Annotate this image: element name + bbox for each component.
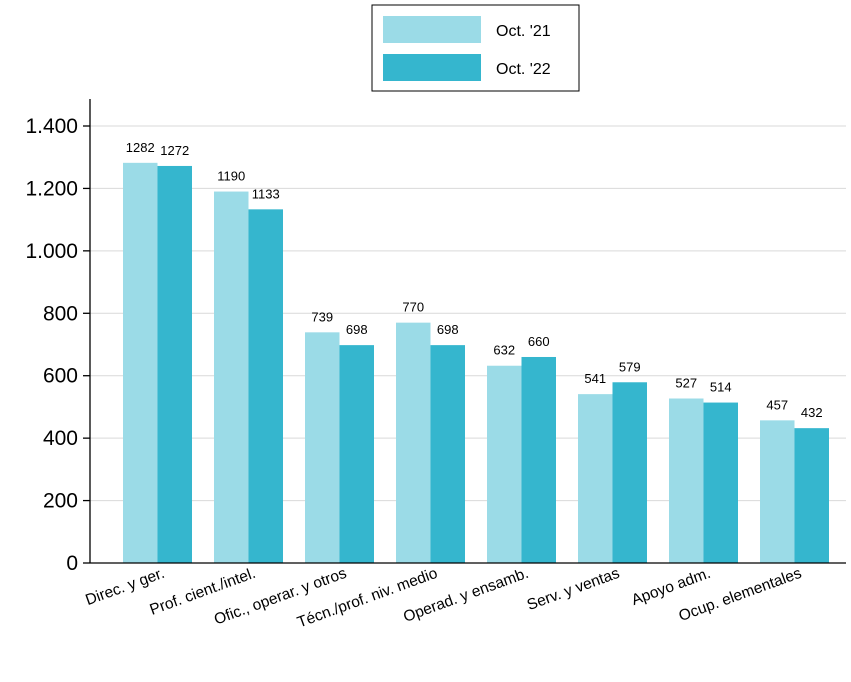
bar (123, 162, 158, 563)
y-tick-label: 200 (43, 490, 78, 513)
y-tick-label: 800 (43, 302, 78, 325)
data-label: 514 (710, 380, 732, 395)
legend-label-oct-22: Oct. '22 (496, 61, 551, 78)
x-category-label: Serv. y ventas (525, 565, 622, 614)
bar (578, 394, 613, 563)
bar (760, 420, 795, 563)
data-label: 527 (675, 376, 697, 391)
bar (487, 365, 522, 563)
y-tick-label: 400 (43, 427, 78, 450)
y-tick-label: 600 (43, 365, 78, 388)
data-label: 698 (437, 322, 459, 337)
data-label: 432 (801, 405, 823, 420)
bar (157, 165, 192, 563)
bar (214, 191, 249, 564)
legend-swatch-oct-22 (383, 54, 481, 81)
y-axis-ticks: 0 200 400 600 800 1.000 1.200 1.400 (25, 115, 90, 575)
data-label: 632 (493, 343, 515, 358)
data-label: 1133 (252, 186, 280, 201)
bar (396, 322, 431, 563)
bar (430, 345, 465, 563)
y-tick-label: 1.200 (25, 177, 78, 200)
data-label: 1190 (217, 169, 245, 184)
data-label: 457 (766, 397, 788, 412)
bar (794, 428, 829, 563)
y-tick-label: 0 (66, 552, 78, 575)
data-label: 541 (584, 371, 606, 386)
bar (703, 402, 738, 563)
data-label: 698 (346, 322, 368, 337)
bar (669, 398, 704, 563)
bar (612, 382, 647, 563)
axes (89, 99, 846, 564)
data-label: 1272 (160, 143, 189, 158)
bar (339, 345, 374, 563)
data-labels: 1282 1272 1190 1133 739 698 770 698 632 660 541 579… (126, 140, 823, 420)
data-label: 579 (619, 359, 641, 374)
data-label: 1282 (126, 140, 155, 155)
y-tick-label: 1.000 (25, 240, 78, 263)
x-axis-labels: Direc. y ger.Prof. cient./intel.Ofic., o… (83, 565, 804, 632)
legend: Oct. '21 Oct. '22 (371, 4, 580, 92)
bar (305, 332, 340, 563)
bar (248, 209, 283, 563)
y-tick-label: 1.400 (25, 115, 78, 138)
legend-label-oct-21: Oct. '21 (496, 23, 551, 40)
data-label: 660 (528, 334, 550, 349)
bar (521, 356, 556, 563)
bars (123, 162, 829, 564)
data-label: 739 (311, 309, 333, 324)
data-label: 770 (402, 300, 424, 315)
legend-swatch-oct-21 (383, 16, 481, 43)
